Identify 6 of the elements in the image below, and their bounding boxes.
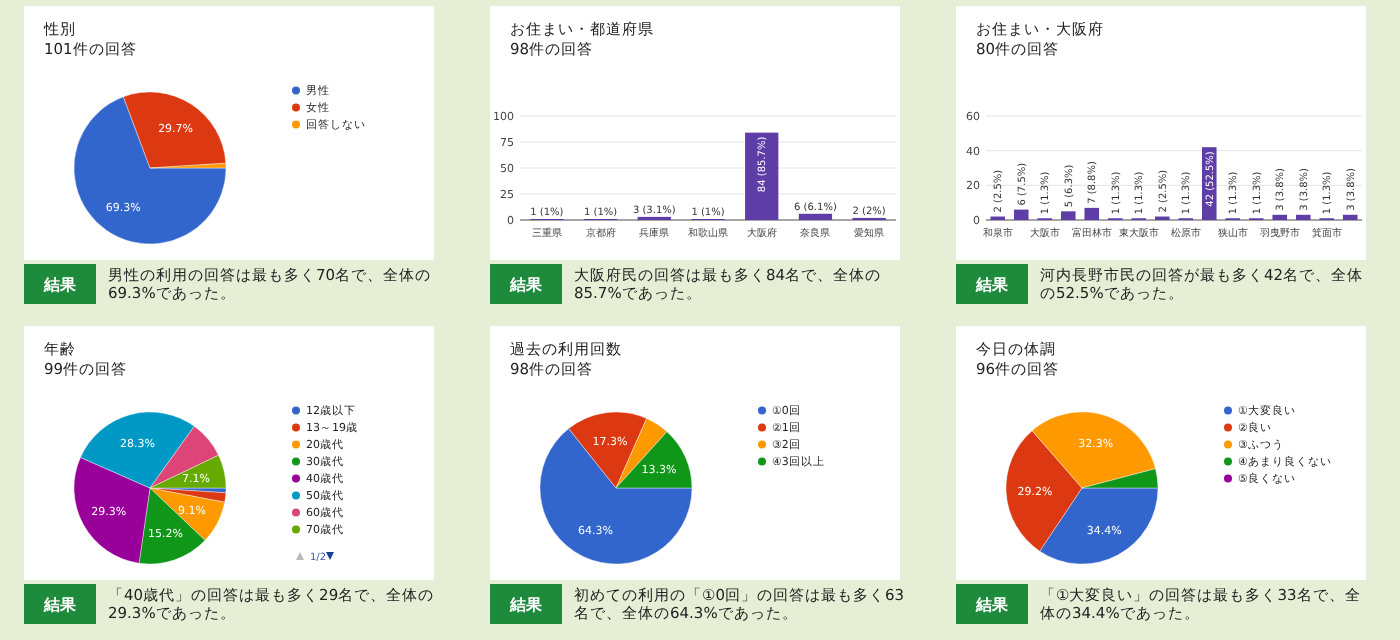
text: 結果 bbox=[508, 276, 544, 294]
text: 結果 bbox=[42, 596, 78, 614]
text: 結果 bbox=[42, 276, 78, 294]
text: 結果 bbox=[508, 596, 544, 614]
text: 結果 bbox=[974, 596, 1010, 614]
text: 結果 bbox=[974, 276, 1010, 294]
